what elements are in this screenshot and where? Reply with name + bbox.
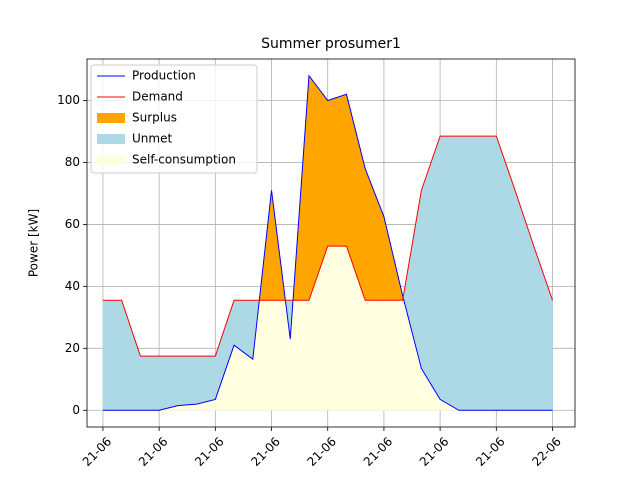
legend-label: Production [132,69,196,83]
unmet-area [159,356,178,410]
legend-label: Demand [132,90,183,104]
legend-swatch [97,134,125,144]
unmet-area [459,136,478,410]
legend-swatch [97,113,125,123]
x-tick-label: 21-06 [248,434,283,469]
unmet-area [140,356,159,410]
x-tick-label: 21-06 [417,434,452,469]
unmet-area [496,136,515,410]
legend-label: Self-consumption [132,153,236,167]
unmet-area [103,300,122,410]
x-tick-label: 21-06 [136,434,171,469]
self-consumption-area [259,300,271,410]
unmet-area [122,300,141,410]
self-consumption-area [365,300,384,410]
x-tick-label: 22-06 [529,434,564,469]
chart-title: Summer prosumer1 [261,36,401,52]
surplus-area [328,94,347,246]
y-tick-label: 100 [57,93,80,107]
unmet-area [478,136,497,410]
unmet-area [515,190,534,410]
self-consumption-area [272,300,286,410]
self-consumption-area [384,300,403,410]
y-tick-label: 60 [65,217,80,231]
x-tick-label: 21-06 [192,434,227,469]
x-tick-label: 21-06 [80,434,115,469]
self-consumption-area [328,246,347,410]
y-tick-label: 80 [65,155,80,169]
unmet-area [440,136,459,410]
legend-label: Unmet [132,132,172,146]
unmet-area [421,136,440,399]
unmet-area [534,246,553,410]
y-tick-label: 0 [72,403,80,417]
x-tick-label: 21-06 [361,434,396,469]
y-tick-label: 20 [65,341,80,355]
legend-swatch [97,155,125,165]
y-tick-label: 40 [65,279,80,293]
x-tick-label: 21-06 [473,434,508,469]
y-axis-label: Power [kW] [27,209,41,277]
legend-label: Surplus [132,111,177,125]
self-consumption-area [293,300,309,410]
unmet-area [197,356,216,404]
unmet-area [178,356,197,406]
x-tick-label: 21-06 [305,434,340,469]
surplus-area [365,169,384,301]
